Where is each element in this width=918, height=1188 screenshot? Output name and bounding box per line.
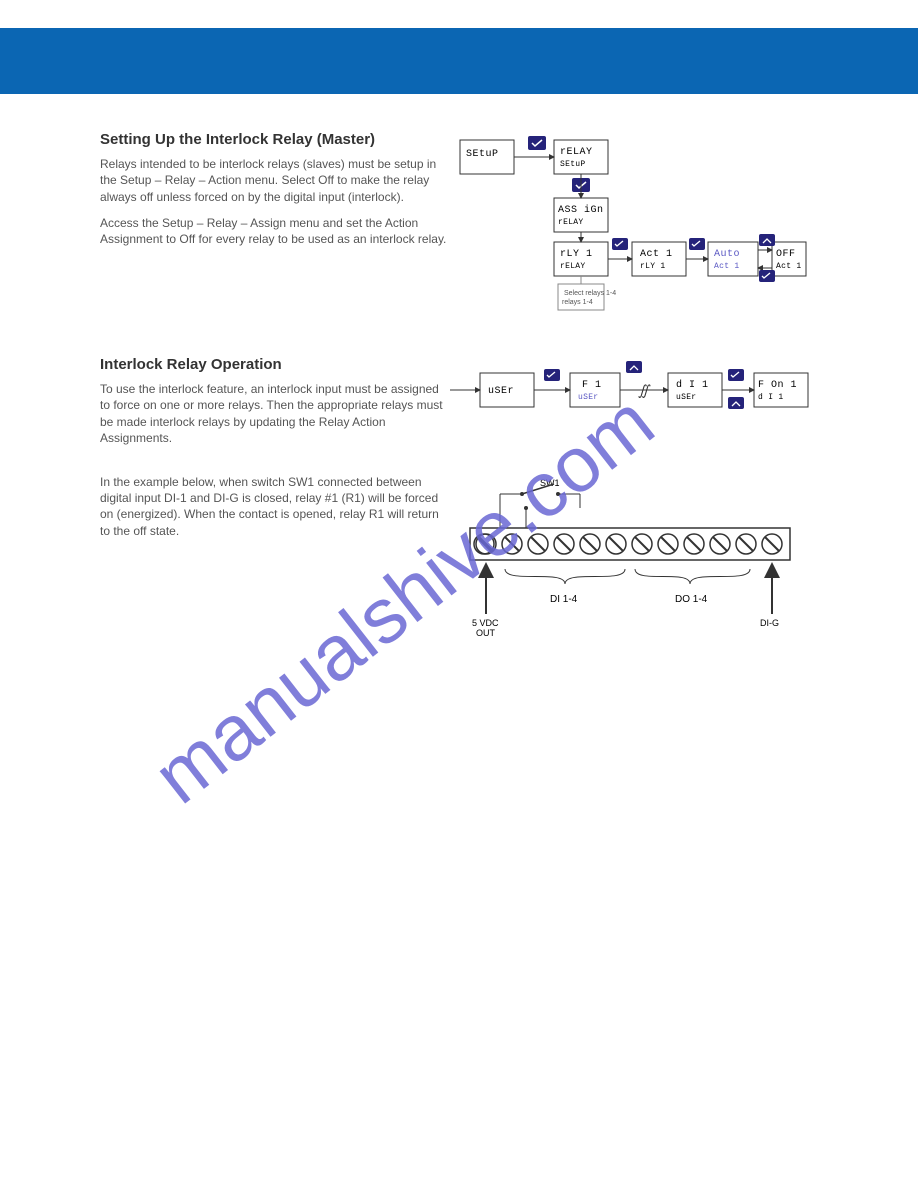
box-off-top: OFF: [776, 249, 796, 260]
box-off-bot: Act 1: [776, 262, 802, 271]
user-flow-diagram: uSEr F 1 uSEr ∬ d I 1 uSEr: [450, 355, 810, 425]
svg-text:relays 1-4: relays 1-4: [562, 299, 593, 306]
right-arrow-label: DI-G: [760, 618, 779, 628]
left-arrow-label1: 5 VDC: [472, 618, 499, 628]
group2-label: DO 1-4: [675, 594, 708, 605]
box-f1-top: F 1: [582, 380, 602, 391]
section-interlock-master: Setting Up the Interlock Relay (Master) …: [100, 130, 820, 315]
box-assign-bot: rELAY: [558, 218, 584, 227]
box-relaysetup-top: rELAY: [560, 147, 593, 158]
section1-title: Setting Up the Interlock Relay (Master): [100, 130, 450, 150]
wiring-diagram: SW1: [450, 474, 810, 644]
group1-label: DI 1-4: [550, 594, 578, 605]
box-act1-top: Act 1: [640, 249, 673, 260]
relay-setup-diagram: SEtuP rELAY SEtuP ASS iGn rELAY: [450, 130, 810, 315]
header-bar: [0, 28, 918, 94]
box-fon1-bot: d I 1: [758, 393, 784, 402]
left-arrow-label2: OUT: [476, 628, 496, 638]
section2-p1: To use the interlock feature, an interlo…: [100, 381, 450, 446]
section1-p1: Relays intended to be interlock relays (…: [100, 156, 450, 205]
box-f1-bot: uSEr: [578, 393, 598, 402]
box-auto-top: Auto: [714, 249, 740, 260]
box-auto-bot: Act 1: [714, 262, 740, 271]
section2-title: Interlock Relay Operation: [100, 355, 450, 375]
section1-p2: Access the Setup – Relay – Assign menu a…: [100, 215, 450, 247]
select-relays-label: Select relays 1-4: [564, 290, 616, 297]
box-rly1-bot: rELAY: [560, 262, 586, 271]
box-act1-bot: rLY 1: [640, 262, 666, 271]
box-setup-top: SEtuP: [466, 149, 499, 160]
box-di1-bot: uSEr: [676, 393, 696, 402]
switch-label: SW1: [540, 478, 560, 488]
box-fon1-top: F On 1: [758, 380, 797, 391]
section2-p2: In the example below, when switch SW1 co…: [100, 474, 450, 539]
box-relaysetup-bot: SEtuP: [560, 160, 586, 169]
box-user: uSEr: [488, 386, 514, 397]
box-di1-top: d I 1: [676, 379, 709, 391]
page-content: Setting Up the Interlock Relay (Master) …: [100, 130, 820, 644]
box-assign-top: ASS iGn: [558, 204, 604, 216]
box-rly1-top: rLY 1: [560, 249, 593, 260]
terminals: [474, 534, 494, 554]
section-interlock-operation: Interlock Relay Operation To use the int…: [100, 355, 820, 644]
